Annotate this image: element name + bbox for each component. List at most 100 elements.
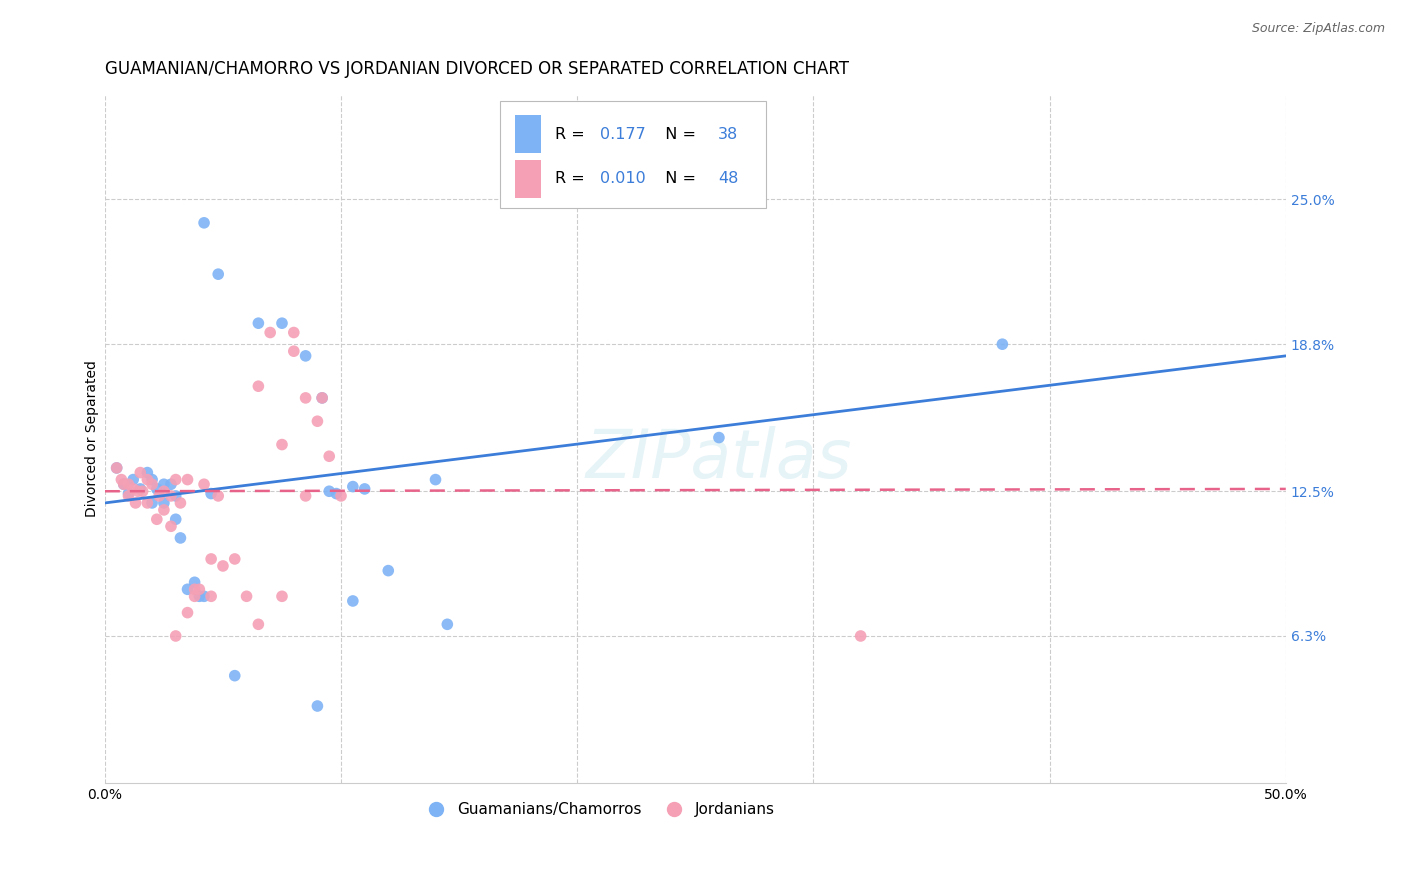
Point — [294, 489, 316, 503]
Point — [318, 449, 340, 463]
Point — [165, 489, 187, 503]
FancyBboxPatch shape — [515, 160, 541, 198]
Point — [353, 482, 375, 496]
Point — [294, 391, 316, 405]
Text: 38: 38 — [717, 127, 738, 142]
Point — [224, 668, 246, 682]
Point — [200, 589, 222, 603]
Text: ZIPatlas: ZIPatlas — [586, 426, 852, 492]
Point — [271, 589, 294, 603]
FancyBboxPatch shape — [515, 115, 541, 153]
Point — [141, 496, 163, 510]
Text: GUAMANIAN/CHAMORRO VS JORDANIAN DIVORCED OR SEPARATED CORRELATION CHART: GUAMANIAN/CHAMORRO VS JORDANIAN DIVORCED… — [105, 60, 849, 78]
Point — [193, 477, 215, 491]
Point — [127, 484, 149, 499]
Point — [707, 431, 730, 445]
Point — [271, 437, 294, 451]
Point — [425, 473, 447, 487]
Point — [200, 552, 222, 566]
Point — [176, 582, 198, 597]
Point — [129, 482, 152, 496]
Point — [160, 477, 183, 491]
Point — [325, 486, 347, 500]
FancyBboxPatch shape — [501, 102, 766, 208]
Point — [183, 582, 205, 597]
Point — [183, 575, 205, 590]
Point — [224, 552, 246, 566]
Y-axis label: Divorced or Separated: Divorced or Separated — [86, 360, 100, 517]
Point — [153, 496, 176, 510]
Point — [247, 316, 270, 330]
Point — [991, 337, 1014, 351]
Legend: Guamanians/Chamorros, Jordanians: Guamanians/Chamorros, Jordanians — [420, 797, 782, 823]
Point — [200, 486, 222, 500]
Text: 0.177: 0.177 — [600, 127, 645, 142]
Point — [169, 496, 191, 510]
Point — [849, 629, 872, 643]
Point — [165, 629, 187, 643]
Point — [153, 503, 176, 517]
Point — [247, 617, 270, 632]
Text: 48: 48 — [717, 171, 738, 186]
Point — [122, 482, 145, 496]
Point — [294, 349, 316, 363]
Point — [188, 589, 211, 603]
Point — [122, 473, 145, 487]
Text: Source: ZipAtlas.com: Source: ZipAtlas.com — [1251, 22, 1385, 36]
Point — [141, 477, 163, 491]
Point — [153, 484, 176, 499]
Point — [124, 496, 146, 510]
Point — [283, 344, 305, 359]
Point — [318, 484, 340, 499]
Point — [247, 379, 270, 393]
Point — [207, 267, 229, 281]
Point — [193, 216, 215, 230]
Point — [342, 594, 364, 608]
Point — [153, 477, 176, 491]
Point — [136, 473, 159, 487]
Point — [110, 473, 132, 487]
Text: N =: N = — [655, 127, 702, 142]
Text: R =: R = — [555, 171, 589, 186]
Point — [136, 466, 159, 480]
Point — [105, 461, 128, 475]
Point — [342, 480, 364, 494]
Text: N =: N = — [655, 171, 702, 186]
Point — [160, 519, 183, 533]
Text: 0.010: 0.010 — [600, 171, 645, 186]
Point — [311, 391, 333, 405]
Point — [165, 512, 187, 526]
Point — [176, 606, 198, 620]
Point — [183, 589, 205, 603]
Point — [117, 489, 139, 503]
Point — [235, 589, 257, 603]
Point — [259, 326, 281, 340]
Text: R =: R = — [555, 127, 589, 142]
Point — [141, 473, 163, 487]
Point — [307, 414, 329, 428]
Point — [146, 512, 169, 526]
Point — [271, 316, 294, 330]
Point — [330, 489, 353, 503]
Point — [169, 531, 191, 545]
Point — [112, 477, 135, 491]
Point — [436, 617, 458, 632]
Point — [136, 496, 159, 510]
Point — [117, 477, 139, 491]
Point — [207, 489, 229, 503]
Point — [146, 482, 169, 496]
Point — [129, 466, 152, 480]
Point — [193, 589, 215, 603]
Point — [117, 486, 139, 500]
Point — [160, 489, 183, 503]
Point — [105, 461, 128, 475]
Point — [131, 484, 153, 499]
Point — [188, 582, 211, 597]
Point — [311, 391, 333, 405]
Point — [377, 564, 399, 578]
Point — [112, 477, 135, 491]
Point — [165, 473, 187, 487]
Point — [148, 489, 170, 503]
Point — [307, 698, 329, 713]
Point — [212, 558, 235, 573]
